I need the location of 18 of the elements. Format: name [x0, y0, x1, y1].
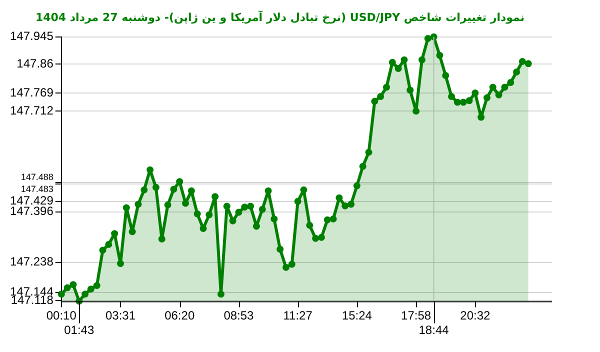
- x-tick-label: 03:31: [105, 308, 136, 323]
- y-tick-label: 147.945: [10, 29, 54, 44]
- x-tick-label: 11:27: [283, 308, 313, 323]
- y-tick-label: 147.712: [10, 103, 54, 118]
- x-tick-label: 20:32: [460, 308, 490, 323]
- y-tick-label: 147.238: [10, 254, 54, 269]
- x-tick-label: 08:53: [224, 308, 254, 323]
- x-tick-label: 00:10: [46, 308, 77, 323]
- y-tick-label: 147.86: [16, 56, 54, 70]
- x-tick-label: 15:24: [342, 308, 372, 323]
- y-tick-label: 147.483: [20, 184, 54, 194]
- y-tick-label: 147.769: [10, 85, 54, 100]
- x-tick-label: 01:43: [64, 323, 94, 338]
- chart-title: نمودار تغییرات شاخص USD/JPY (نرخ تبادل دلار آمریکا و ین ژاپن)- دوشنبه 27 مرداد 1404: [34, 10, 526, 26]
- x-tick-label: 18:44: [418, 323, 450, 338]
- x-tick-label: 06:20: [164, 308, 195, 323]
- x-tick-label: 17:58: [401, 308, 432, 323]
- y-tick-label: 147.488: [20, 172, 54, 182]
